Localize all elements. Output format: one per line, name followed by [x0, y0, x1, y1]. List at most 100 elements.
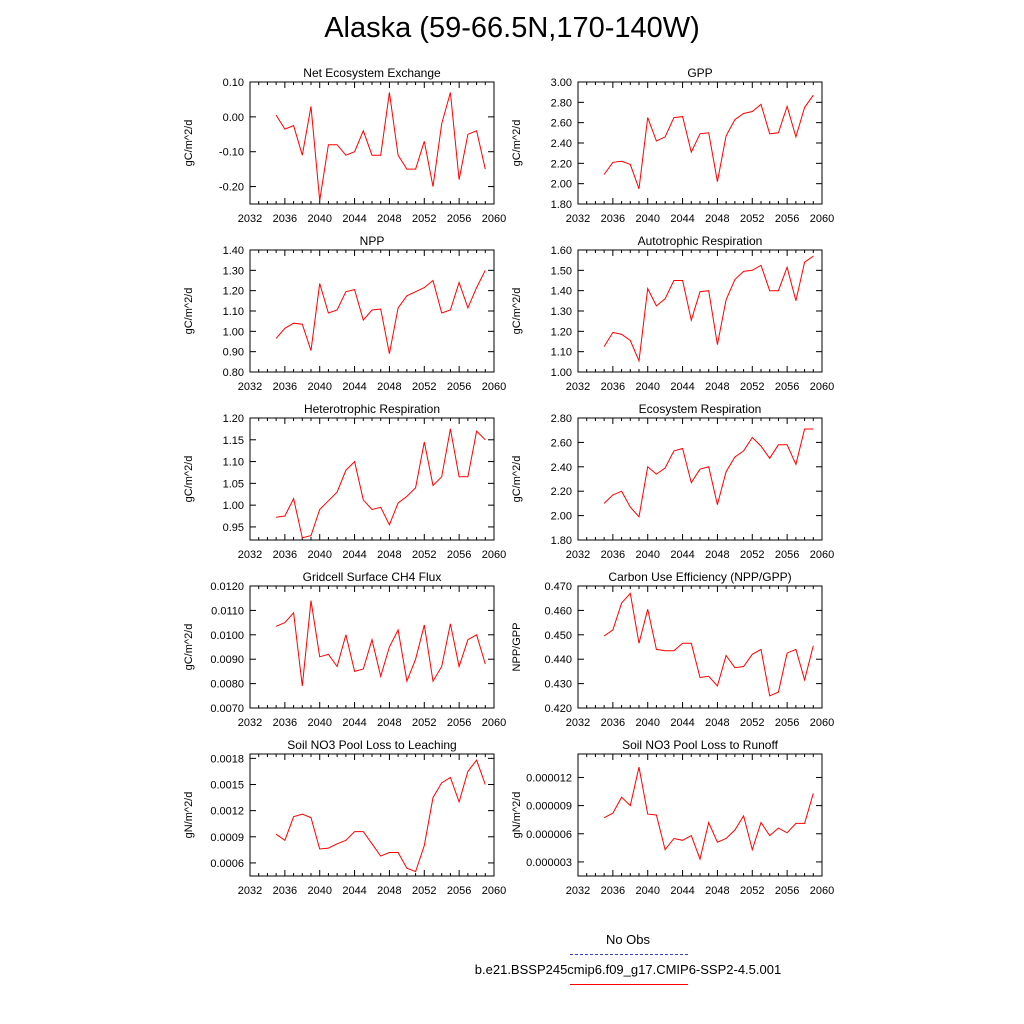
x-tick-label: 2036 [273, 717, 297, 729]
y-axis-label: gC/m^2/d [183, 120, 195, 167]
x-tick-label: 2044 [670, 717, 694, 729]
y-tick-label: 1.80 [551, 535, 572, 547]
x-tick-label: 2060 [482, 717, 506, 729]
x-tick-label: 2032 [566, 213, 590, 225]
y-tick-label: 1.30 [223, 265, 244, 277]
panel-9: Soil NO3 Pool Loss to Runoff 2032 2036 2040… [511, 738, 834, 897]
y-axis-label: gC/m^2/d [511, 456, 523, 503]
x-tick-label: 2040 [635, 717, 659, 729]
x-tick-label: 2048 [705, 717, 729, 729]
x-tick-label: 2040 [307, 213, 331, 225]
plot-frame [577, 417, 823, 541]
plot-frame [249, 417, 495, 541]
y-tick-label: 0.0070 [210, 703, 244, 715]
y-tick-label: 1.05 [223, 478, 244, 490]
panel-5: Ecosystem Respiration 2032 2036 2040 2044 204… [511, 402, 834, 561]
x-tick-label: 2040 [635, 381, 659, 393]
y-tick-label: 0.0080 [210, 679, 244, 691]
y-tick-label: 2.80 [551, 413, 572, 425]
x-tick-label: 2036 [273, 381, 297, 393]
x-tick-label: 2056 [775, 885, 799, 897]
series-line [275, 92, 486, 201]
y-tick-label: 0.430 [544, 679, 572, 691]
plot-frame [249, 249, 495, 373]
x-tick-label: 2060 [810, 213, 834, 225]
series-line [275, 270, 486, 354]
x-tick-label: 2040 [307, 549, 331, 561]
y-tick-label: 0.0090 [210, 654, 244, 666]
x-tick-label: 2056 [775, 381, 799, 393]
x-tick-label: 2036 [273, 549, 297, 561]
x-tick-label: 2056 [447, 717, 471, 729]
y-tick-label: 1.30 [551, 306, 572, 318]
x-tick-label: 2060 [810, 717, 834, 729]
x-tick-label: 2052 [412, 381, 436, 393]
y-tick-label: 0.0110 [211, 605, 244, 617]
y-axis-label: gC/m^2/d [183, 288, 195, 335]
y-tick-label: 1.80 [551, 199, 572, 211]
y-tick-label: 2.20 [551, 158, 572, 170]
panel-title: Gridcell Surface CH4 Flux [303, 570, 442, 584]
x-tick-label: 2032 [238, 549, 262, 561]
panel-title: Autotrophic Respiration [638, 234, 763, 248]
page-title: Alaska (59-66.5N,170-140W) [324, 12, 700, 44]
y-tick-label: -0.20 [219, 182, 244, 194]
x-tick-label: 2052 [740, 381, 764, 393]
x-tick-label: 2048 [377, 549, 401, 561]
y-tick-label: 0.000006 [526, 829, 572, 841]
y-tick-label: 2.60 [551, 437, 572, 449]
panel-title: Heterotrophic Respiration [304, 402, 440, 416]
x-tick-label: 2032 [238, 717, 262, 729]
y-axis-label: gN/m^2/d [183, 792, 195, 839]
x-tick-label: 2048 [705, 549, 729, 561]
panel-3: Autotrophic Respiration 2032 2036 2040 2044 2… [511, 234, 834, 393]
y-tick-label: 2.00 [551, 511, 572, 523]
x-tick-label: 2044 [670, 381, 694, 393]
y-tick-label: 1.40 [223, 245, 244, 257]
panel-7: Carbon Use Efficiency (NPP/GPP) 2032 2036 2… [511, 570, 834, 729]
panel-title: Soil NO3 Pool Loss to Runoff [622, 738, 779, 752]
y-tick-label: 0.000009 [526, 801, 572, 813]
x-tick-label: 2060 [482, 381, 506, 393]
series-line [276, 428, 486, 539]
x-tick-label: 2048 [377, 885, 401, 897]
x-tick-label: 2052 [412, 717, 436, 729]
series-line [603, 94, 814, 189]
series-line [275, 600, 486, 687]
x-tick-label: 2032 [566, 717, 590, 729]
panel-title: Soil NO3 Pool Loss to Leaching [287, 738, 456, 752]
plot-frame [577, 585, 823, 709]
y-tick-label: 0.0100 [210, 630, 244, 642]
x-tick-label: 2032 [238, 213, 262, 225]
x-tick-label: 2032 [238, 885, 262, 897]
x-tick-label: 2044 [342, 213, 366, 225]
panel-6: Gridcell Surface CH4 Flux 2032 2036 2040 204… [183, 570, 506, 729]
x-tick-label: 2048 [377, 717, 401, 729]
x-tick-label: 2052 [740, 717, 764, 729]
y-tick-label: 1.20 [551, 326, 572, 338]
x-tick-label: 2052 [412, 549, 436, 561]
y-tick-label: 1.10 [551, 347, 572, 359]
y-tick-label: -0.10 [219, 147, 244, 159]
y-tick-label: 1.15 [223, 435, 244, 447]
y-tick-label: 0.0006 [210, 858, 244, 870]
y-tick-label: 1.20 [223, 286, 244, 298]
x-tick-label: 2044 [670, 213, 694, 225]
legend-model-label: b.e21.BSSP245cmip6.f09_g17.CMIP6-SSP2-4.… [474, 962, 782, 977]
x-tick-label: 2060 [482, 885, 506, 897]
x-tick-label: 2044 [342, 717, 366, 729]
panel-title: Ecosystem Respiration [639, 402, 762, 416]
y-tick-label: 0.000003 [526, 857, 572, 869]
legend-model-line [570, 984, 688, 985]
panel-0: Net Ecosystem Exchange 2032 2036 2040 2044 20… [183, 66, 506, 225]
y-tick-label: 0.0009 [210, 832, 244, 844]
x-tick-label: 2056 [775, 717, 799, 729]
x-tick-label: 2060 [482, 213, 506, 225]
y-tick-label: 2.40 [551, 138, 572, 150]
x-tick-label: 2036 [273, 885, 297, 897]
x-tick-label: 2048 [705, 885, 729, 897]
x-tick-label: 2048 [705, 381, 729, 393]
y-tick-label: 2.00 [551, 179, 572, 191]
legend-obs-label: No Obs [605, 932, 651, 947]
y-tick-label: 1.00 [551, 367, 572, 379]
